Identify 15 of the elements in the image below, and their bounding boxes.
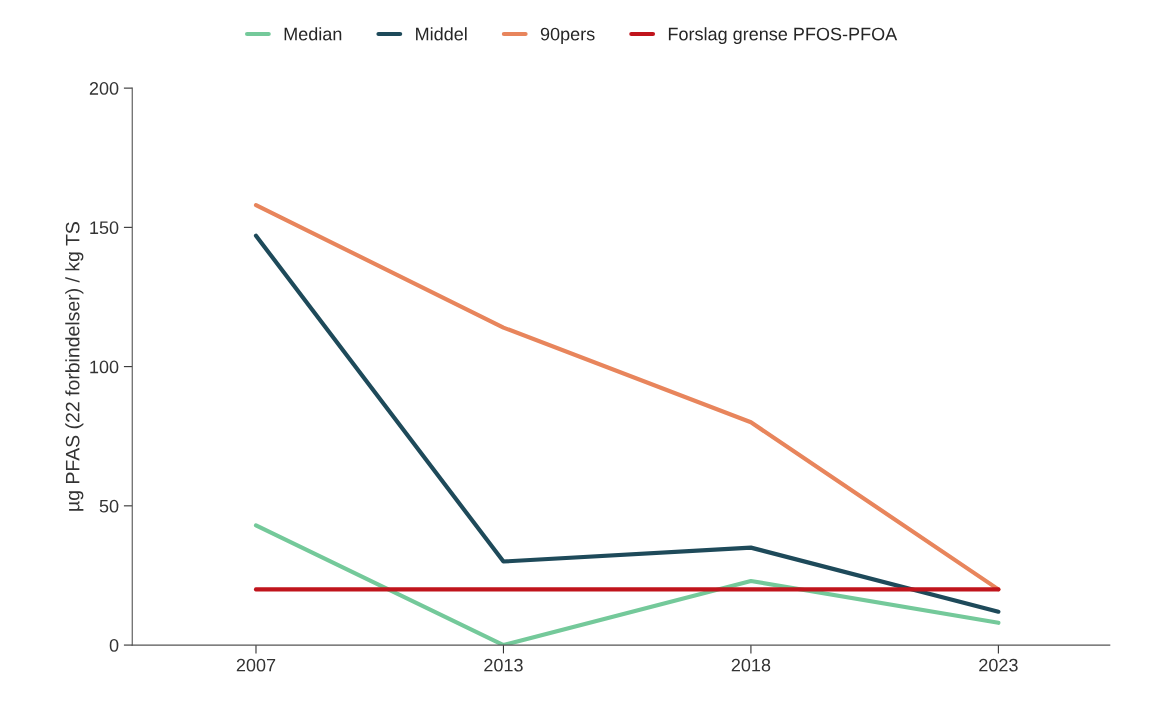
legend-label: 90pers <box>540 27 595 45</box>
x-tick-label: 2013 <box>484 658 523 672</box>
y-tick-label: 200 <box>89 82 119 95</box>
x-tick-label: 2018 <box>731 658 771 672</box>
legend-label: Forslag grense PFOS-PFOA <box>668 27 898 45</box>
line-series <box>253 523 1001 646</box>
y-tick-label: 150 <box>90 221 119 235</box>
y-tick-label: 50 <box>99 499 119 513</box>
x-tick-label: 2007 <box>236 658 276 672</box>
y-tick-label: 100 <box>90 360 119 374</box>
x-tick-label: 2023 <box>979 658 1018 672</box>
y-tick-label: 0 <box>109 639 119 652</box>
legend-label: Median <box>284 27 342 41</box>
y-axis-title: µg PFAS (22 forbindelser) / kg TS <box>65 222 84 511</box>
legend-label: Middel <box>416 27 467 41</box>
